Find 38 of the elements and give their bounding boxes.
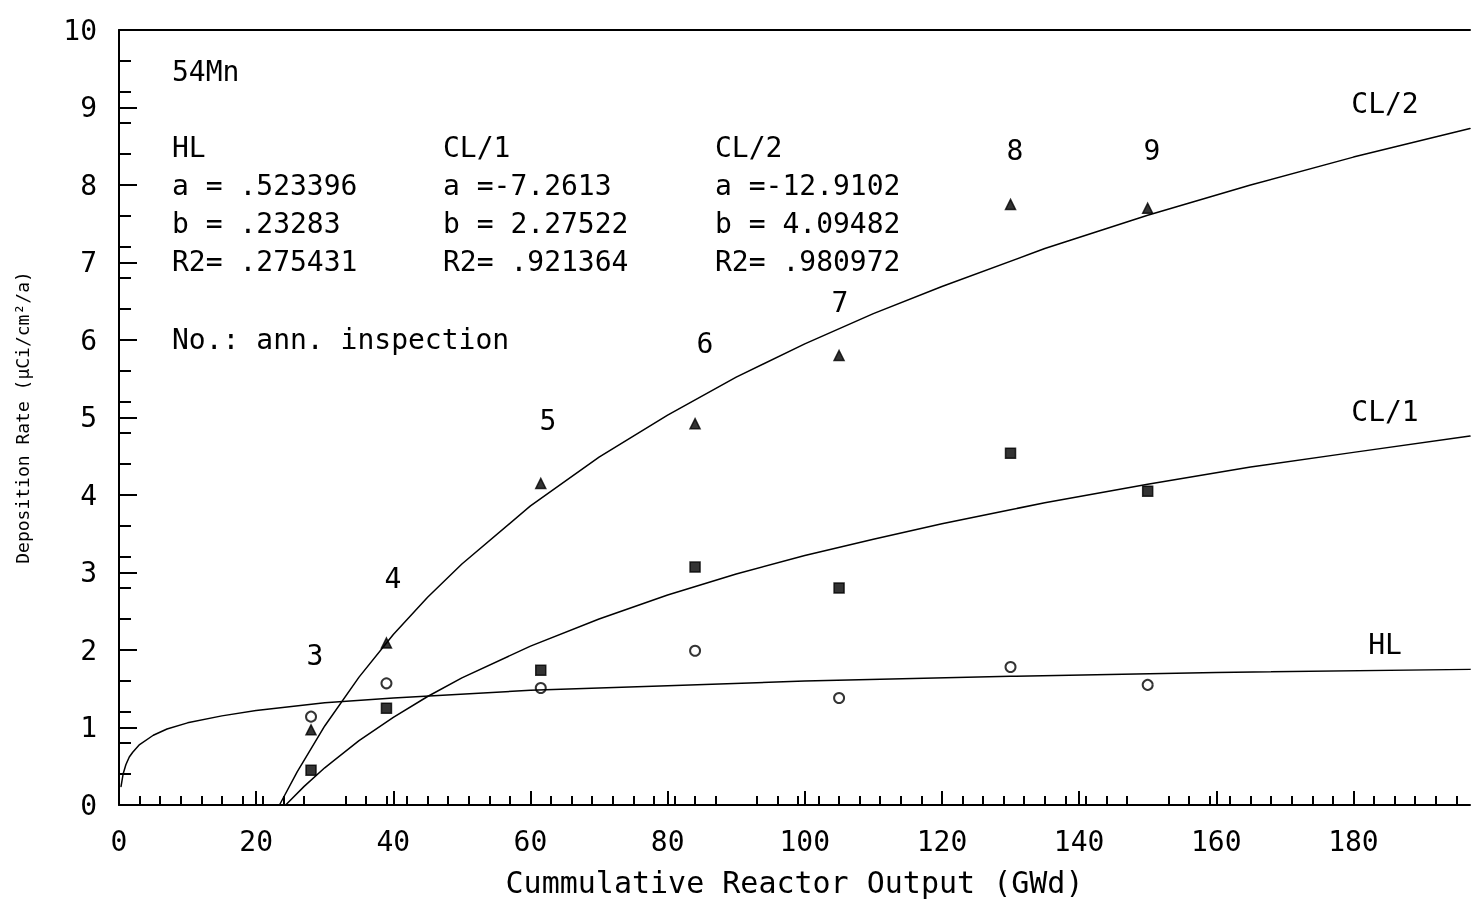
y-tick-label: 5 <box>80 401 97 434</box>
x-tick-label: 120 <box>916 824 968 858</box>
x-tick-label: 180 <box>1328 824 1379 858</box>
annotation: CL/1 a =-7.2613 b = 2.27522 R2= .921364 <box>443 130 629 278</box>
annotation: CL/2 a =-12.9102 b = 4.09482 R2= .980972 <box>715 130 901 278</box>
y-tick-label: 0 <box>80 788 97 822</box>
annotation: 8 <box>1006 133 1024 167</box>
x-tick-label: 0 <box>110 824 128 858</box>
annotation: 7 <box>831 285 849 319</box>
x-tick-label: 100 <box>779 824 831 858</box>
series-label: CL/2 <box>1351 86 1419 120</box>
y-tick-label: 4 <box>80 478 97 512</box>
y-tick-label: 2 <box>80 633 97 667</box>
x-tick-label: 80 <box>650 824 685 858</box>
annotation: No.: ann. inspection <box>172 322 510 356</box>
y-tick-label: 8 <box>80 168 97 202</box>
x-tick-label: 60 <box>513 824 548 858</box>
annotation: HL a = .523396 b = .23283 R2= .275431 <box>172 130 358 278</box>
y-tick-label: 9 <box>80 91 97 124</box>
annotation: 3 <box>306 638 324 672</box>
annotation: 9 <box>1143 133 1161 167</box>
y-tick-label: 10 <box>63 13 97 47</box>
y-tick-label: 1 <box>80 711 97 744</box>
x-tick-label: 40 <box>376 824 411 858</box>
x-tick-label: 20 <box>239 824 274 858</box>
annotation: 4 <box>384 561 402 595</box>
y-tick-label: 6 <box>80 323 97 357</box>
x-tick-label: 140 <box>1053 824 1105 858</box>
y-axis-title: Deposition Rate (μCi/cm²/a) <box>11 271 33 564</box>
annotation: 6 <box>696 326 714 360</box>
x-axis-title: Cummulative Reactor Output (GWd) <box>505 864 1084 900</box>
series-label: CL/1 <box>1351 394 1419 428</box>
annotation: 54Mn <box>172 54 240 88</box>
x-tick-label: 160 <box>1190 824 1242 858</box>
y-tick-label: 3 <box>80 556 97 589</box>
y-tick-label: 7 <box>80 246 97 279</box>
series-label: HL <box>1368 627 1402 661</box>
annotation: 5 <box>539 403 557 437</box>
